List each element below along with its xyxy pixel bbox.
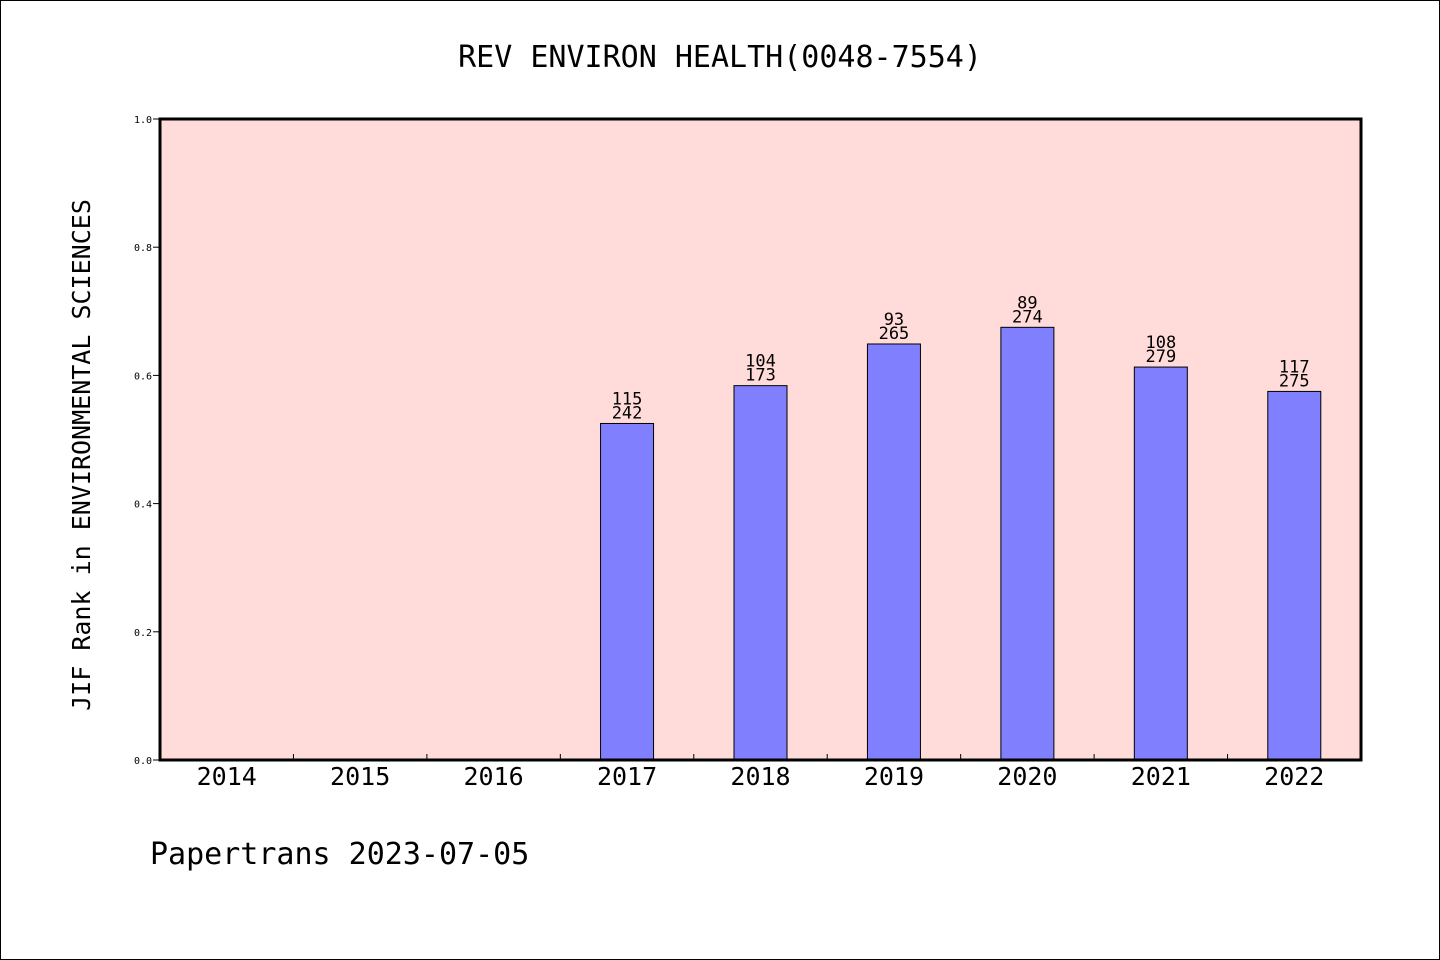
bar-2021	[1133, 366, 1188, 761]
bar-total-label: 279	[1145, 347, 1176, 367]
bar-2020	[1000, 326, 1055, 761]
x-tick-label: 2020	[997, 762, 1057, 791]
axis-ticks: 0.0 0.2 0.4 0.6 0.8 1.0 2014 2015 2016 2017 2018 20…	[134, 115, 1324, 791]
y-tick-label: 0.0	[134, 756, 152, 767]
bars	[600, 326, 1322, 761]
bar-total-label: 173	[745, 366, 776, 386]
bar-total-label: 275	[1279, 371, 1310, 391]
x-tick-label: 2019	[864, 762, 924, 791]
bar-rank-label: 108	[1145, 333, 1176, 353]
x-tick-label: 2015	[330, 762, 390, 791]
bar-rank-label: 89	[1017, 293, 1037, 313]
bar-2019	[866, 343, 921, 761]
bar-rank-label: 104	[745, 352, 776, 372]
bar-rank-label: 93	[884, 310, 904, 330]
y-tick-label: 0.4	[134, 500, 152, 511]
y-tick-label: 0.8	[134, 243, 152, 254]
bar-2017	[600, 422, 655, 761]
bar-rank-label: 117	[1279, 357, 1310, 377]
x-tick-label: 2017	[597, 762, 657, 791]
y-axis-label: JIF Rank in ENVIRONMENTAL SCIENCES	[67, 199, 96, 711]
x-tick-label: 2016	[464, 762, 524, 791]
footer-credit: Papertrans 2023-07-05	[150, 837, 529, 872]
bar-total-label: 274	[1012, 307, 1043, 327]
bar-rank-label: 115	[612, 389, 643, 409]
x-tick-label: 2022	[1264, 762, 1324, 791]
x-tick-label: 2018	[730, 762, 790, 791]
chart-title: REV ENVIRON HEALTH(0048-7554)	[458, 40, 982, 75]
x-tick-label: 2014	[197, 762, 257, 791]
bar-2018	[733, 385, 788, 761]
bar-2022	[1267, 390, 1322, 761]
bar-total-label: 242	[612, 403, 643, 423]
plot-border	[158, 117, 1363, 762]
bar-total-label: 265	[879, 324, 910, 344]
x-tick-label: 2021	[1131, 762, 1191, 791]
y-tick-label: 0.2	[134, 628, 152, 639]
y-tick-label: 0.6	[134, 371, 152, 382]
y-tick-label: 1.0	[134, 115, 152, 126]
